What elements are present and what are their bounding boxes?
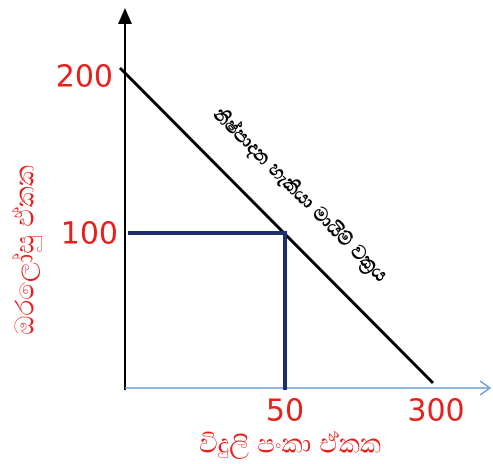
y-axis-arrow — [118, 8, 132, 24]
x-axis-arrow — [479, 380, 492, 396]
x-tick-label: 50 — [266, 394, 304, 429]
y-axis-label: ඔරලෝසු ඒකක — [11, 165, 43, 335]
x-tick-label: 300 — [407, 394, 464, 429]
y-tick-label: 200 — [56, 60, 113, 95]
ppf-line — [118, 66, 435, 385]
x-axis-label: විදුලි පංකා ඒකක — [199, 430, 381, 460]
y-tick-label: 100 — [61, 217, 118, 252]
curve-label: නිෂ්පාදන හැකියා මායිම් වක්‍රය — [207, 102, 392, 287]
